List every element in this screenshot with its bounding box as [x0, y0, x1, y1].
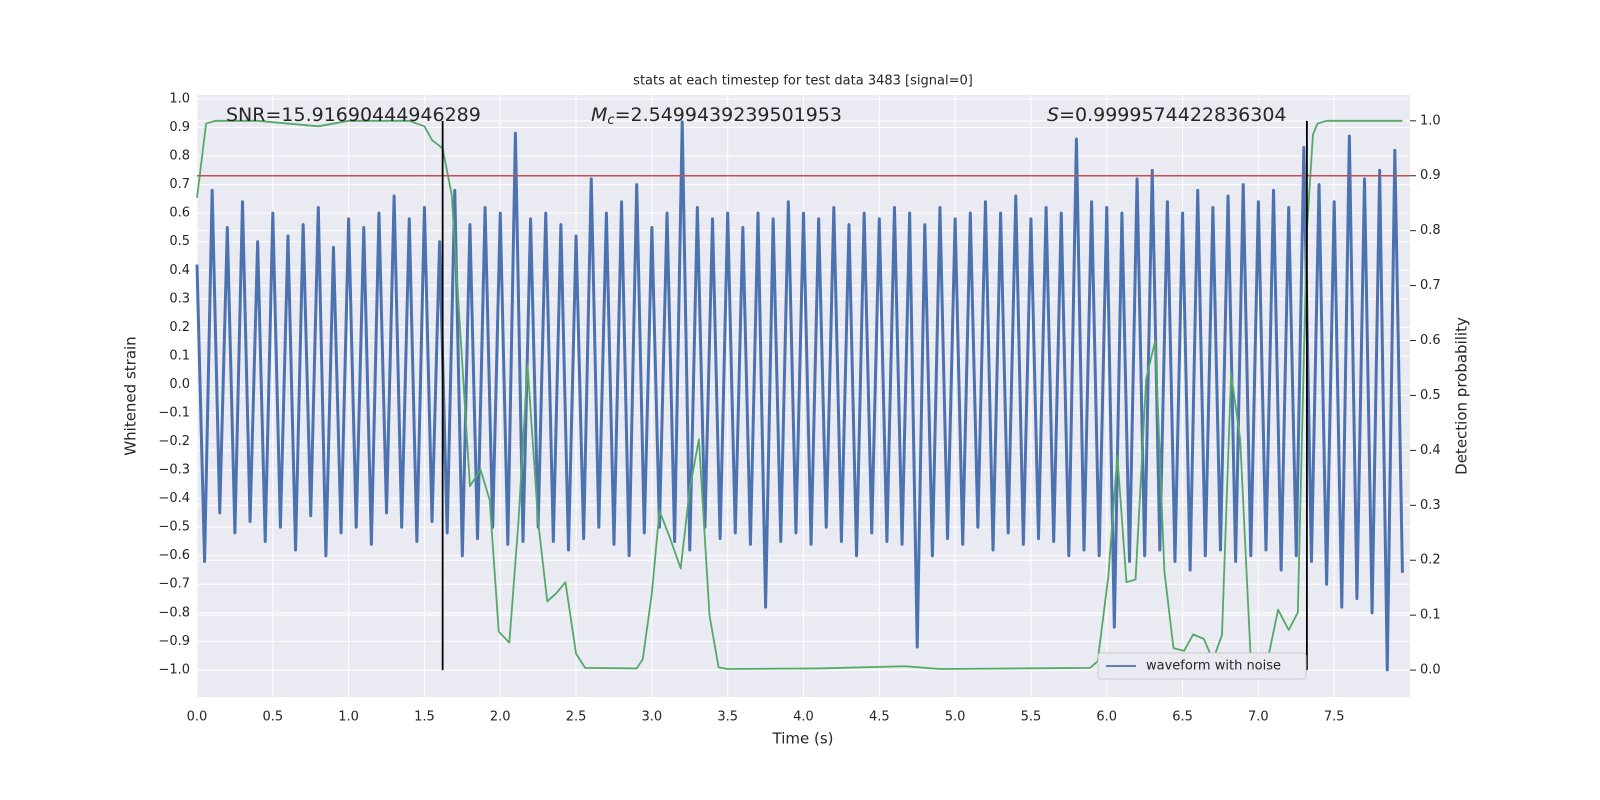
- y-tick-label: −0.2: [158, 434, 190, 449]
- legend: waveform with noise: [1097, 652, 1307, 680]
- x-tick-label: 6.5: [1172, 710, 1193, 725]
- x-tick-label: 1.0: [338, 710, 359, 725]
- x-tick-label: 0.0: [187, 710, 208, 725]
- x-tick-label: 0.5: [262, 710, 283, 725]
- y-tick-label: −0.5: [158, 520, 190, 535]
- y-tick-label: −0.8: [158, 605, 190, 620]
- x-tick-label: 5.5: [1021, 710, 1042, 725]
- waveform-line: [195, 120, 1404, 672]
- y-tick-label: 0.7: [169, 177, 190, 192]
- x-tick-label: 5.0: [945, 710, 966, 725]
- y-tick-label: −0.1: [158, 405, 190, 420]
- x-tick-label: 6.0: [1096, 710, 1117, 725]
- y2-axis-label: Detection probability: [1453, 317, 1471, 475]
- probability-line: [196, 119, 1403, 670]
- y-tick-label: 0.9: [169, 120, 190, 135]
- x-tick-label: 7.0: [1248, 710, 1269, 725]
- y-tick-label: 0.4: [169, 263, 190, 278]
- y-tick-label: 0.3: [169, 291, 190, 306]
- x-tick-label: 4.5: [869, 710, 890, 725]
- annotation: SNR=15.91690444946289: [226, 104, 481, 126]
- chart-title: stats at each timestep for test data 348…: [633, 74, 973, 89]
- annotation-subscript: c: [607, 113, 614, 128]
- y2-tick-label: 0.3: [1420, 498, 1441, 513]
- annotation-symbol: M: [591, 104, 607, 126]
- x-axis-label: Time (s): [772, 730, 834, 748]
- annotation-text: =0.9999574422836304: [1059, 104, 1286, 126]
- marks: [195, 119, 1410, 672]
- y2-tick-label: 0.2: [1420, 553, 1441, 568]
- y-tick-label: −0.4: [158, 491, 190, 506]
- y2-tick-label: 0.9: [1420, 168, 1441, 183]
- y-tick-label: 0.5: [169, 234, 190, 249]
- y2-tick-label: 0.1: [1420, 608, 1441, 623]
- y2-tick-label: 0.6: [1420, 333, 1441, 348]
- y2-tick-label: 1.0: [1420, 113, 1441, 128]
- y-tick-label: −0.3: [158, 463, 190, 478]
- annotation-symbol: S: [1047, 104, 1059, 126]
- x-tick-label: 2.0: [490, 710, 511, 725]
- y2-tick-label: 0.5: [1420, 388, 1441, 403]
- y-tick-label: 0.8: [169, 149, 190, 164]
- x-tick-label: 2.5: [566, 710, 587, 725]
- annotation: S=0.9999574422836304: [1047, 104, 1287, 126]
- legend-label: waveform with noise: [1146, 659, 1281, 674]
- y-tick-label: 0.2: [169, 320, 190, 335]
- y-tick-label: −1.0: [158, 662, 190, 677]
- legend-box: [1097, 652, 1307, 680]
- y2-tick-label: 0.8: [1420, 223, 1441, 238]
- x-tick-label: 1.5: [414, 710, 435, 725]
- x-tick-label: 7.5: [1324, 710, 1345, 725]
- annotation: Mc=2.5499439239501953: [591, 104, 842, 128]
- y2-tick-label: 0.0: [1420, 663, 1441, 678]
- y-tick-label: −0.6: [158, 548, 190, 563]
- y-tick-label: 1.0: [169, 91, 190, 106]
- annotation-text: =2.5499439239501953: [615, 104, 842, 126]
- y2-tick-label: 0.7: [1420, 278, 1441, 293]
- y-tick-label: 0.1: [169, 348, 190, 363]
- y-tick-label: 0.6: [169, 206, 190, 221]
- annotation-text: SNR=15.91690444946289: [226, 104, 481, 126]
- x-tick-label: 3.0: [642, 710, 663, 725]
- x-tick-label: 3.5: [717, 710, 738, 725]
- y-axis-label: Whitened strain: [122, 336, 140, 455]
- y-tick-label: −0.9: [158, 634, 190, 649]
- y-tick-label: −0.7: [158, 577, 190, 592]
- x-tick-label: 4.0: [793, 710, 814, 725]
- y-tick-label: 0.0: [169, 377, 190, 392]
- y2-tick-label: 0.4: [1420, 443, 1441, 458]
